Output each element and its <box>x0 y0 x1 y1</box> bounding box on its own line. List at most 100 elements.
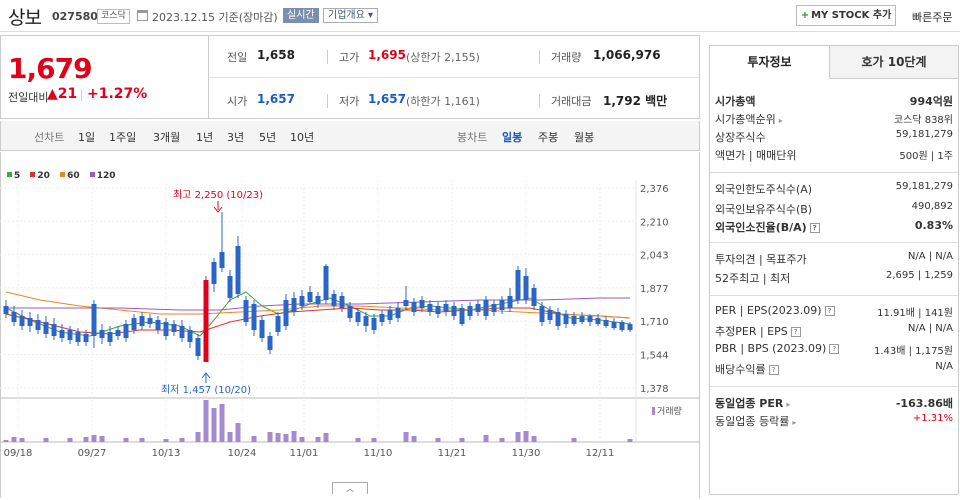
tab-daily[interactable]: 일봉 <box>502 131 523 144</box>
candle-body <box>131 318 137 330</box>
volume-bar <box>499 438 505 442</box>
y-tick-label: 2,376 <box>640 184 669 195</box>
candle-body <box>59 330 65 338</box>
candle-body <box>67 330 73 340</box>
tab-investment-info[interactable]: 투자정보 <box>710 46 830 79</box>
info-value: -163.86배 <box>895 397 953 410</box>
open-value: 1,657 <box>257 92 295 106</box>
help-icon[interactable]: ? <box>829 344 840 354</box>
help-icon[interactable]: ? <box>824 306 835 316</box>
volume-bar <box>323 433 329 442</box>
volume-bar <box>515 432 521 442</box>
candle-body <box>179 326 185 338</box>
tab-5y[interactable]: 5년 <box>259 131 277 144</box>
tab-3y[interactable]: 3년 <box>227 131 245 144</box>
divider <box>539 94 540 108</box>
help-icon[interactable]: ? <box>809 223 820 233</box>
info-label: 외국인한도주식수(A) <box>715 181 812 197</box>
tab-1d[interactable]: 1일 <box>78 131 96 144</box>
info-label: PER | EPS(2023.09)? <box>715 304 835 317</box>
candle-body <box>19 316 25 326</box>
my-stock-label: MY STOCK 추가 <box>811 10 892 21</box>
info-label: 시가총액 <box>715 93 755 109</box>
volume-bar <box>275 433 281 442</box>
info-row: PBR | BPS (2023.09)? 1.43배 | 1,175원 <box>715 342 953 360</box>
info-value: 코스닥 838위 <box>893 115 953 126</box>
info-label: 동일업종 등락률 ▸ <box>715 413 796 429</box>
arrow-right-icon[interactable]: ▸ <box>786 400 791 409</box>
volume-bar <box>355 438 361 442</box>
volume-bar <box>11 437 17 442</box>
line-chart-label: 선차트 <box>34 131 65 144</box>
arrow-right-icon[interactable]: ▸ <box>778 116 783 125</box>
x-tick-label: 10/24 <box>228 448 257 459</box>
candle-body <box>603 320 609 326</box>
candle-body <box>147 318 153 324</box>
candle-body <box>627 324 633 330</box>
tab-order-book[interactable]: 호가 10단계 <box>830 46 958 79</box>
info-label-text: 시가총액 <box>715 95 756 108</box>
help-icon[interactable]: ? <box>768 365 779 375</box>
info-row: 외국인보유주식수(B) 490,892 <box>715 201 953 219</box>
info-row: 상장주식수 59,181,279 <box>715 129 953 147</box>
date-text: 2023.12.15 기준(장마감) <box>152 11 278 24</box>
candlestick-chart[interactable]: 거래량 2,3762,2102,0431,8771,7101,5441,378 … <box>0 152 700 498</box>
stock-code: 027580 <box>52 10 98 23</box>
volume-bar <box>627 439 633 442</box>
info-value: N/A | N/A <box>907 323 953 334</box>
my-stock-add-button[interactable]: + MY STOCK 추가 <box>796 5 896 26</box>
volume-bar <box>3 440 9 442</box>
quick-order-link[interactable]: 빠른주문 <box>912 11 953 24</box>
open-label: 시가 <box>227 95 248 108</box>
candle-body <box>419 300 425 308</box>
tab-monthly[interactable]: 월봉 <box>574 131 595 144</box>
volume-bar <box>227 432 233 442</box>
volume-bar <box>483 435 489 442</box>
candle-body <box>227 276 233 298</box>
divider <box>327 50 328 64</box>
info-row: 시가총액순위 ▸ 코스닥 838위 <box>715 111 953 129</box>
company-overview-button[interactable]: 기업개요 ▾ <box>323 8 379 23</box>
prev-close-label: 전일 <box>227 51 248 64</box>
legend-ma120: 120 <box>89 171 116 181</box>
candle-body <box>467 306 473 316</box>
tab-10y[interactable]: 10년 <box>290 131 315 144</box>
info-row: 동일업종 PER ▸ -163.86배 <box>715 395 953 413</box>
low-value: 1,657 <box>368 92 406 106</box>
info-label-text: 52주최고 | 최저 <box>715 272 791 285</box>
info-label: 투자의견 | 목표주가 <box>715 251 807 267</box>
info-value: 490,892 <box>911 201 953 212</box>
info-label-text: 외국인한도주식수(A) <box>715 183 813 196</box>
collapse-chart-button[interactable]: ︿ <box>332 482 368 494</box>
volume-bar <box>283 434 289 442</box>
volume-bar <box>203 400 209 442</box>
info-label-text: PBR | BPS (2023.09) <box>715 342 827 355</box>
x-axis-labels: 09/18 09/27 10/13 10/24 11/01 11/10 11/21 11/30… <box>4 448 615 459</box>
candle-body <box>539 306 545 322</box>
candle-body <box>187 330 193 342</box>
low-annotation: 최저 1,457 (10/20) <box>161 384 251 396</box>
candle-body <box>283 300 289 326</box>
tab-1y[interactable]: 1년 <box>196 131 214 144</box>
candle-body <box>347 306 353 318</box>
low-label: 저가 <box>339 95 360 108</box>
tab-1w[interactable]: 1주일 <box>109 131 137 144</box>
info-row: 추정PER | EPS? N/A | N/A <box>715 323 953 341</box>
x-tick-label: 12/11 <box>586 448 615 459</box>
candle-body <box>403 300 409 306</box>
volume-bar <box>19 438 25 442</box>
legend-label: 60 <box>67 171 80 181</box>
help-icon[interactable]: ? <box>790 327 801 337</box>
tab-weekly[interactable]: 주봉 <box>538 131 559 144</box>
arrow-right-icon[interactable]: ▸ <box>792 418 797 427</box>
info-label-text: 액면가 | 매매단위 <box>715 149 797 162</box>
change-amount: ▲21 <box>47 86 77 102</box>
volume-bar <box>139 438 145 442</box>
candle-chart-label: 봉차트 <box>457 131 488 144</box>
tab-3m[interactable]: 3개월 <box>153 131 181 144</box>
candle-body <box>315 296 321 304</box>
volume-bar <box>435 438 441 442</box>
volume-value: 1,066,976 <box>593 48 661 62</box>
realtime-button[interactable]: 실시간 <box>283 8 319 23</box>
up-triangle-icon: ▲ <box>47 86 58 102</box>
